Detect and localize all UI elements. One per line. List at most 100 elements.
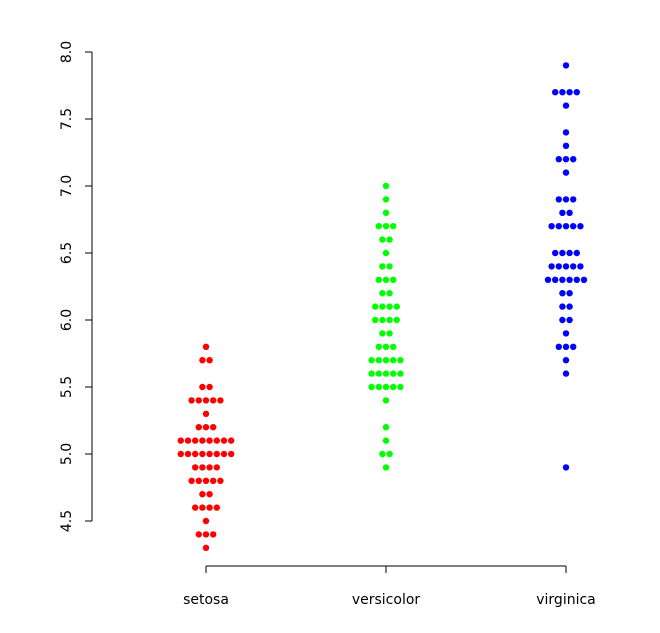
- data-point-setosa: [206, 437, 213, 444]
- data-point-virginica: [559, 290, 566, 297]
- data-point-virginica: [555, 263, 562, 270]
- data-point-versicolor: [390, 223, 397, 230]
- data-point-setosa: [206, 357, 213, 364]
- x-tick-label: virginica: [536, 592, 596, 608]
- data-point-setosa: [177, 450, 184, 458]
- data-point-virginica: [562, 464, 570, 471]
- data-point-versicolor: [375, 343, 382, 350]
- data-point-virginica: [552, 89, 559, 96]
- data-point-versicolor: [382, 196, 390, 203]
- y-axis: 4.5 5.0 5.5 6.0 6.5 7.0 7.5 8.0: [59, 41, 93, 532]
- data-point-setosa: [213, 437, 220, 444]
- data-point-versicolor: [375, 223, 382, 230]
- data-point-virginica: [562, 102, 570, 109]
- x-tick-label: setosa: [183, 592, 229, 608]
- data-point-virginica: [566, 316, 573, 324]
- y-tick-label: 4.5: [59, 510, 75, 532]
- data-point-virginica: [548, 223, 555, 230]
- data-point-virginica: [559, 276, 566, 283]
- data-point-versicolor: [382, 437, 390, 444]
- data-point-setosa: [213, 464, 220, 471]
- data-point-setosa: [192, 464, 199, 471]
- data-point-versicolor: [390, 343, 397, 350]
- data-point-virginica: [562, 357, 570, 364]
- y-tick-label: 8.0: [59, 41, 75, 63]
- data-point-virginica: [555, 343, 562, 350]
- data-point-versicolor: [390, 357, 397, 364]
- data-point-versicolor: [379, 263, 386, 270]
- data-point-setosa: [188, 477, 195, 484]
- data-point-setosa: [177, 437, 184, 444]
- data-point-versicolor: [397, 370, 404, 377]
- data-point-virginica: [566, 303, 573, 310]
- data-point-versicolor: [379, 330, 386, 337]
- data-point-setosa: [188, 397, 195, 404]
- data-point-versicolor: [382, 357, 390, 364]
- data-point-virginica: [566, 276, 573, 283]
- data-point-virginica: [566, 249, 573, 257]
- data-point-versicolor: [375, 276, 382, 283]
- data-point-versicolor: [382, 397, 390, 404]
- data-point-setosa: [217, 397, 224, 404]
- data-point-versicolor: [382, 464, 390, 471]
- data-point-setosa: [228, 437, 235, 444]
- data-point-virginica: [570, 223, 577, 230]
- data-point-versicolor: [390, 276, 397, 283]
- data-point-virginica: [562, 129, 570, 136]
- data-point-setosa: [192, 437, 199, 444]
- data-point-versicolor: [372, 316, 379, 324]
- data-point-setosa: [199, 450, 206, 458]
- data-point-setosa: [202, 424, 210, 431]
- data-point-virginica: [559, 303, 566, 310]
- data-point-setosa: [195, 531, 202, 538]
- data-point-versicolor: [397, 383, 404, 391]
- data-point-setosa: [210, 424, 217, 431]
- data-point-versicolor: [386, 263, 393, 270]
- data-point-virginica: [562, 330, 570, 337]
- data-point-versicolor: [379, 303, 386, 310]
- data-point-virginica: [566, 290, 573, 297]
- data-point-virginica: [562, 223, 570, 230]
- data-point-setosa: [206, 491, 213, 498]
- data-point-setosa: [202, 410, 210, 417]
- data-point-setosa: [184, 437, 192, 444]
- data-point-versicolor: [372, 303, 379, 310]
- data-point-virginica: [566, 89, 573, 96]
- data-point-virginica: [562, 370, 570, 377]
- data-point-virginica: [570, 263, 577, 270]
- data-point-virginica: [555, 223, 562, 230]
- data-point-virginica: [577, 223, 584, 230]
- data-point-virginica: [570, 156, 577, 163]
- data-point-setosa: [202, 544, 210, 551]
- data-point-versicolor: [375, 383, 382, 391]
- data-point-versicolor: [382, 276, 390, 283]
- data-point-versicolor: [386, 303, 393, 310]
- data-point-setosa: [195, 397, 202, 404]
- data-point-versicolor: [382, 343, 390, 350]
- data-point-versicolor: [393, 316, 400, 324]
- data-point-versicolor: [379, 316, 386, 324]
- data-point-virginica: [559, 316, 566, 324]
- y-tick-label: 5.5: [59, 376, 75, 398]
- data-point-setosa: [199, 383, 206, 391]
- data-point-setosa: [202, 531, 210, 538]
- data-point-setosa: [213, 450, 220, 458]
- data-point-setosa: [202, 517, 210, 525]
- data-point-versicolor: [382, 249, 390, 257]
- data-point-setosa: [202, 477, 210, 484]
- data-point-versicolor: [379, 236, 386, 243]
- y-tick-label: 7.0: [59, 175, 75, 197]
- data-point-versicolor: [386, 236, 393, 243]
- data-point-setosa: [228, 450, 235, 458]
- data-point-virginica: [580, 276, 588, 283]
- data-point-setosa: [210, 477, 217, 484]
- data-point-virginica: [559, 209, 566, 216]
- data-point-setosa: [210, 397, 217, 404]
- data-point-setosa: [192, 450, 199, 458]
- data-point-virginica: [573, 249, 580, 257]
- data-point-setosa: [217, 477, 224, 484]
- data-point-versicolor: [390, 383, 397, 391]
- data-point-versicolor: [390, 370, 397, 377]
- data-point-setosa: [202, 397, 210, 404]
